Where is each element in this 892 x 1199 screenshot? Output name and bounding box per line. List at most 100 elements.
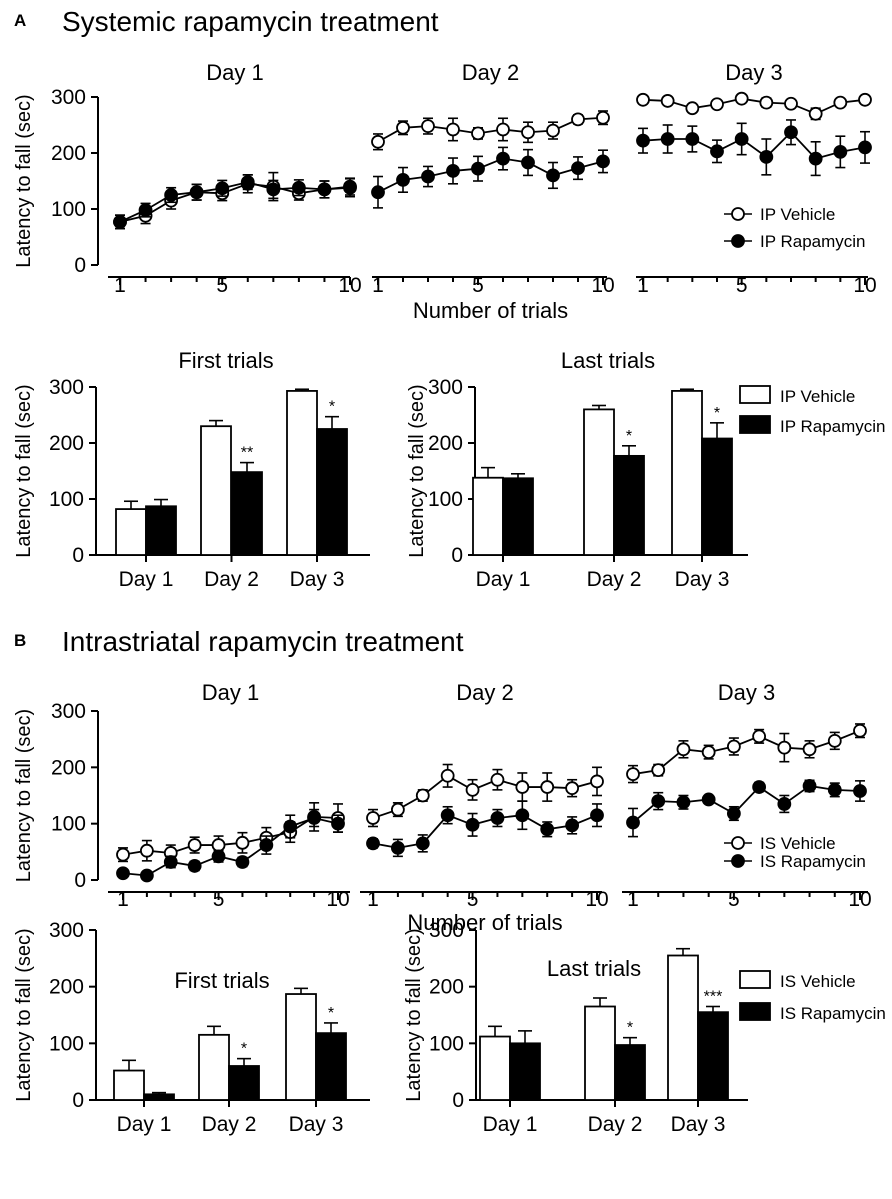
legend-label: IP Vehicle (760, 205, 835, 224)
legend-swatch (739, 385, 771, 404)
x-tick-label: 5 (216, 274, 228, 297)
x-tick-label: 5 (467, 888, 479, 911)
data-point (802, 742, 817, 757)
data-point (138, 203, 153, 218)
series-vehicle (366, 763, 604, 828)
x-tick-label: Day 2 (587, 568, 642, 591)
y-tick-label: 100 (428, 488, 463, 511)
data-point (116, 847, 130, 862)
data-point (626, 767, 640, 781)
y-tick-label: 200 (51, 142, 86, 165)
bar-vehicle (286, 390, 318, 556)
y-tick-label: 200 (51, 756, 86, 779)
x-tick-label: 1 (367, 888, 379, 911)
y-tick-label: 200 (49, 976, 84, 999)
data-point (596, 110, 610, 125)
bar-rapamycin (701, 437, 733, 556)
chart-title: Last trials (547, 956, 641, 981)
x-tick-label: 5 (728, 888, 740, 911)
x-tick-label: 5 (213, 888, 225, 911)
bar-rapamycin (697, 1011, 729, 1101)
data-point (571, 161, 585, 176)
x-tick-label: Day 2 (204, 568, 259, 591)
legend: IP Vehicle IP Rapamycin (724, 205, 866, 251)
y-tick-label: 100 (51, 198, 86, 221)
x-tick-label: Day 1 (483, 1113, 538, 1136)
data-point (853, 723, 867, 738)
data-point (777, 740, 792, 755)
data-point (734, 91, 749, 106)
data-point (636, 92, 650, 107)
x-tick-label: Day 1 (476, 568, 531, 591)
data-point (540, 780, 555, 794)
legend-swatch (739, 415, 771, 434)
data-point (752, 780, 767, 794)
data-point (777, 797, 792, 811)
y-tick-label: 100 (49, 488, 84, 511)
x-tick-label: Day 3 (289, 1113, 344, 1136)
day-panel: Day 2 1 5 10 (360, 680, 609, 911)
x-tick-label: Day 3 (675, 568, 730, 591)
data-point (390, 840, 405, 855)
data-point (496, 122, 510, 137)
data-point (371, 185, 385, 200)
day-title: Day 2 (462, 60, 519, 85)
x-tick-label: 10 (326, 888, 349, 911)
bar-vehicle (671, 390, 703, 556)
data-point (565, 818, 580, 833)
y-axis-label: Latency to fall (sec) (13, 709, 35, 882)
data-point (808, 151, 823, 166)
panel-a-title: Systemic rapamycin treatment (62, 6, 439, 37)
data-point (808, 106, 823, 121)
day-panel: Day 1 1 5 10 (108, 680, 350, 911)
x-axis-label: Number of trials (413, 298, 568, 323)
data-point (465, 782, 480, 797)
data-point (540, 822, 555, 837)
series-line (377, 116, 604, 143)
data-point (651, 763, 666, 778)
data-point (421, 119, 435, 134)
data-point (215, 181, 230, 196)
series-line (119, 182, 351, 223)
x-tick-label: 10 (853, 274, 876, 297)
x-tick-label: 5 (472, 274, 484, 297)
data-point (752, 729, 767, 744)
y-tick-label: 0 (74, 254, 86, 277)
data-point (235, 855, 250, 869)
legend-marker (731, 234, 745, 248)
data-point (626, 815, 640, 830)
data-point (331, 816, 345, 831)
data-point (490, 811, 505, 825)
x-tick-label: 10 (585, 888, 608, 911)
data-point (546, 168, 560, 183)
data-point (259, 838, 274, 852)
panel-b-title: Intrastriatal rapamycin treatment (62, 626, 464, 657)
data-point (235, 835, 250, 850)
data-point (710, 144, 724, 159)
data-point (490, 772, 505, 787)
data-point (833, 144, 848, 159)
data-point (440, 768, 455, 783)
data-point (211, 838, 226, 852)
line-chart-A_line: 0 100 200 300 Latency to fall (sec) Day 1 1 5 10… (13, 60, 877, 323)
series-rapamycin (626, 779, 867, 838)
legend-label: IP Rapamycin (760, 232, 866, 251)
significance-mark: * (627, 1020, 633, 1037)
data-point (701, 792, 716, 807)
bar-vehicle (115, 508, 147, 556)
data-point (366, 811, 380, 825)
legend-swatch (739, 970, 771, 989)
legend-marker (731, 854, 745, 868)
x-tick-label: 1 (114, 274, 126, 297)
data-point (440, 808, 455, 823)
y-axis-label: Latency to fall (sec) (406, 384, 428, 557)
chart-title: First trials (178, 348, 273, 373)
significance-mark: * (714, 405, 720, 422)
series-line (632, 784, 861, 824)
y-tick-label: 300 (429, 919, 464, 942)
series-rapamycin (116, 808, 345, 883)
bar-rapamycin (502, 477, 534, 556)
